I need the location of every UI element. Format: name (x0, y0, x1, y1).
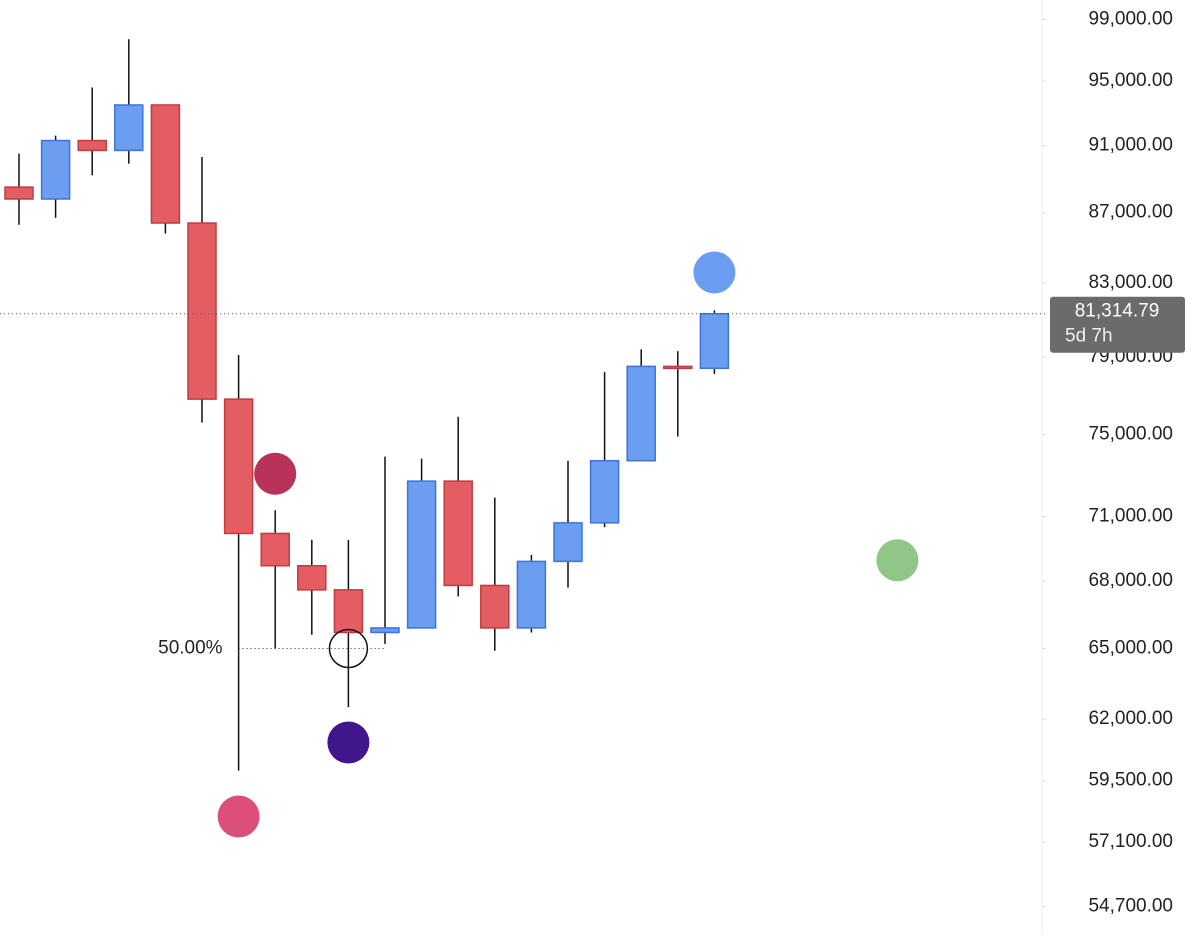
marker (693, 251, 736, 294)
countdown-label: 5d 7h (1065, 326, 1113, 347)
y-tick-label: 75,000.00 (1088, 424, 1173, 445)
marker (254, 452, 297, 495)
y-tick-label: 62,000.00 (1088, 708, 1173, 729)
candle-body (553, 522, 583, 563)
candle-body (663, 365, 693, 370)
candle-body (260, 532, 290, 567)
candle-body (297, 564, 327, 591)
candle-body (699, 312, 730, 370)
candle-body (223, 398, 254, 535)
current-price-label: 81,314.79 (1075, 301, 1160, 322)
marker (328, 628, 369, 669)
y-tick-label: 99,000.00 (1088, 9, 1173, 30)
y-tick-label: 91,000.00 (1088, 134, 1173, 155)
candle-body (187, 222, 217, 400)
level-label: 50.00% (158, 638, 223, 659)
y-tick-label: 68,000.00 (1088, 570, 1173, 591)
candle-body (480, 584, 510, 629)
y-tick-label: 65,000.00 (1088, 638, 1173, 659)
candle-body (4, 186, 34, 200)
candle-body (516, 560, 547, 629)
candle-body (150, 104, 181, 224)
candle-body (626, 365, 656, 462)
y-tick-label: 71,000.00 (1088, 506, 1173, 527)
price-label-box (1050, 296, 1185, 353)
candle-body (77, 139, 107, 152)
candle-body (333, 589, 364, 634)
candle-body (443, 480, 473, 587)
y-tick-label: 83,000.00 (1088, 272, 1173, 293)
marker (876, 539, 919, 582)
candle-body (40, 139, 71, 200)
candle-body (114, 104, 144, 152)
marker (217, 795, 260, 838)
candle-body (589, 459, 620, 524)
y-tick-label: 87,000.00 (1088, 202, 1173, 223)
y-tick-label: 95,000.00 (1088, 70, 1173, 91)
y-tick-label: 59,500.00 (1088, 770, 1173, 791)
y-tick-label: 54,700.00 (1088, 895, 1173, 916)
candle-body (406, 480, 437, 629)
candle-body (370, 627, 400, 634)
marker (327, 721, 370, 764)
y-tick-label: 57,100.00 (1088, 831, 1173, 852)
